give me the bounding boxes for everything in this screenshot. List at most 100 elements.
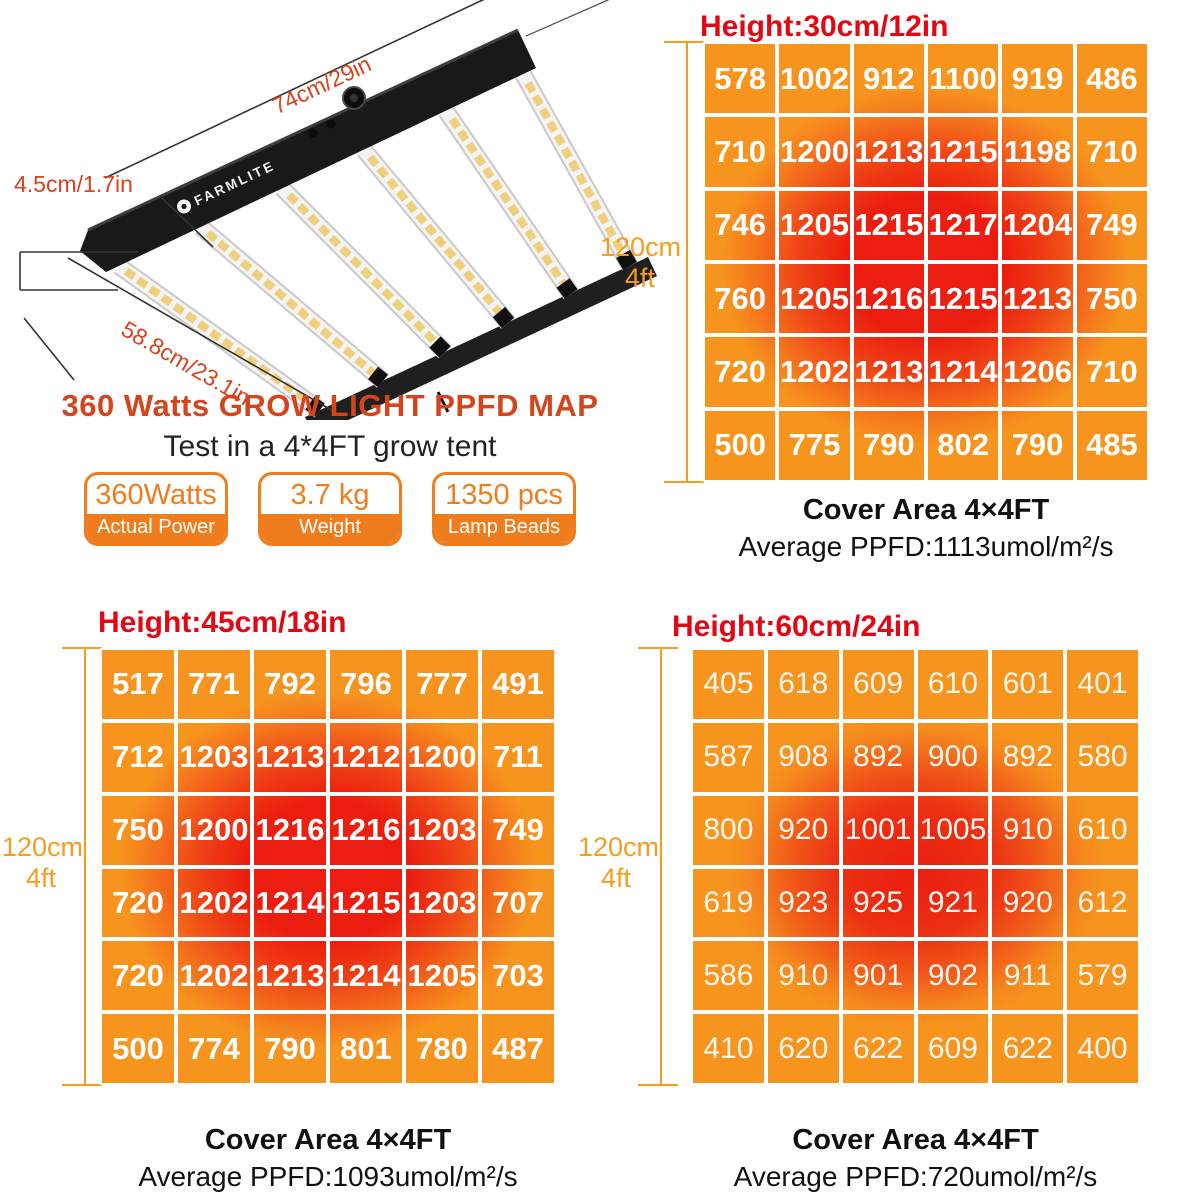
led-bar [515,69,638,271]
ppfd-cell: 790 [1000,408,1075,482]
grid-footer-60cm: Cover Area 4×4FT Average PPFD:720umol/m²… [691,1124,1140,1193]
ppfd-cell: 487 [480,1012,556,1085]
average-ppfd-text: Average PPFD:720umol/m²/s [733,1161,1098,1192]
dim-line-width [104,0,485,179]
dim-bracket-thickness [19,195,214,381]
bottom-rail [305,257,657,436]
badge-weight: 3.7 kg Weight [258,472,402,546]
ppfd-cell: 801 [328,1012,404,1085]
ppfd-cell: 1198 [1000,115,1075,189]
ppfd-cell: 710 [703,115,778,189]
ppfd-cell: 908 [765,720,841,794]
ppfd-cell: 609 [915,1012,991,1085]
ppfd-cell: 923 [765,866,841,940]
ppfd-cell: 1202 [176,939,252,1013]
ppfd-cell: 1215 [926,115,1001,189]
average-ppfd-text: Average PPFD:1093umol/m²/s [138,1161,518,1192]
page-title: 360 Watts GROW LIGHT PPFD MAP [61,388,599,423]
ppfd-cell: 712 [100,720,176,794]
port-icon [326,119,336,129]
dim-extension-line [525,0,610,37]
ppfd-cell: 720 [703,335,778,409]
ppfd-cell: 1212 [328,720,404,794]
ppfd-cell: 796 [328,648,404,721]
ppfd-cell: 1206 [1000,335,1075,409]
grid-footer-45cm: Cover Area 4×4FT Average PPFD:1093umol/m… [100,1124,556,1193]
ppfd-cell: 710 [1074,115,1149,189]
ppfd-cell: 749 [480,793,556,867]
ppfd-cell: 405 [691,648,766,721]
led-bar [275,181,452,359]
grid-title-45cm: Height:45cm/18in [98,606,347,639]
ppfd-cell: 703 [480,939,556,1013]
height-bracket [638,647,678,1086]
ppfd-cell: 1001 [840,793,916,867]
badge-value: 3.7 kg [290,479,370,511]
ppfd-cell: 775 [777,408,852,482]
ppfd-cell: 601 [990,648,1066,721]
ppfd-cell: 401 [1065,648,1140,721]
ppfd-cell: 925 [840,866,916,940]
ppfd-grid-45cm: 517 771 792 796 777 491 712 1203 1213 1212 1200 711… [100,648,556,1085]
ppfd-cell: 586 [691,939,766,1013]
ppfd-cell: 619 [691,866,766,940]
cover-area-text: Cover Area 4×4FT [802,494,1050,526]
ppfd-cell: 920 [765,793,841,867]
average-ppfd-text: Average PPFD:1113umol/m²/s [738,531,1114,562]
ppfd-cell: 1214 [926,335,1001,409]
dim-label-thickness: 4.5cm/1.7in [14,171,133,197]
ppfd-cell: 777 [404,648,480,721]
ppfd-cell: 1214 [252,866,328,940]
ppfd-cell: 707 [480,866,556,940]
height-side-label: 120cm 4ft [578,832,660,894]
ppfd-cell: 1213 [851,115,926,189]
ppfd-cell: 1213 [851,335,926,409]
badge-value: 1350 pcs [445,479,563,511]
height-side-label: 120cm 4ft [600,232,682,294]
ppfd-cell: 1202 [777,335,852,409]
hanging-clip [436,391,450,413]
grid-footer-30cm: Cover Area 4×4FT Average PPFD:1113umol/m… [703,494,1149,563]
ppfd-cell: 912 [851,42,926,116]
ppfd-cell: 1216 [252,793,328,867]
ppfd-cell: 1213 [1000,262,1075,336]
ppfd-cell: 610 [1065,793,1140,867]
ppfd-cell: 1215 [328,866,404,940]
ppfd-cell: 790 [252,1012,328,1085]
cover-area-text: Cover Area 4×4FT [204,1124,452,1156]
ppfd-cell: 750 [1074,262,1149,336]
ppfd-cell: 901 [840,939,916,1013]
ppfd-cell: 1100 [926,42,1001,116]
ppfd-cell: 1200 [777,115,852,189]
ppfd-cell: 609 [840,648,916,721]
spec-badges: 360Watts Actual Power 3.7 kg Weight 1350… [80,472,580,546]
ppfd-cell: 1205 [404,939,480,1013]
ppfd-cell: 771 [176,648,252,721]
title-block: 360 Watts GROW LIGHT PPFD MAP Test in a … [60,388,600,464]
ppfd-cell: 790 [851,408,926,482]
ppfd-cell: 911 [990,939,1066,1013]
ppfd-cell: 1202 [176,866,252,940]
ppfd-cell: 711 [480,720,556,794]
ppfd-cell: 1217 [926,188,1001,262]
page-subtitle: Test in a 4*4FT grow tent [163,430,497,463]
ppfd-cell: 900 [915,720,991,794]
led-bar [438,105,579,300]
ppfd-cell: 792 [252,648,328,721]
led-bar [195,220,389,388]
top-rail [80,30,536,272]
ppfd-cell: 1214 [328,939,404,1013]
ppfd-cell: 1204 [1000,188,1075,262]
badge-label: Weight [261,514,399,543]
ppfd-grid-60cm: 405 618 609 610 601 401 587 908 892 900 892 580 800 9… [691,648,1140,1085]
ppfd-cell: 1213 [252,720,328,794]
badge-actual-power: 360Watts Actual Power [84,472,228,546]
ppfd-cell: 892 [840,720,916,794]
ppfd-cell: 750 [100,793,176,867]
ppfd-cell: 580 [1065,720,1140,794]
ppfd-cell: 1203 [404,793,480,867]
ppfd-cell: 920 [990,866,1066,940]
product-photo: FARMLITE 74cm/29in 4.5cm/1.7in 58.8cm/23… [10,0,680,436]
ppfd-cell: 578 [703,42,778,116]
ppfd-cell: 620 [765,1012,841,1085]
